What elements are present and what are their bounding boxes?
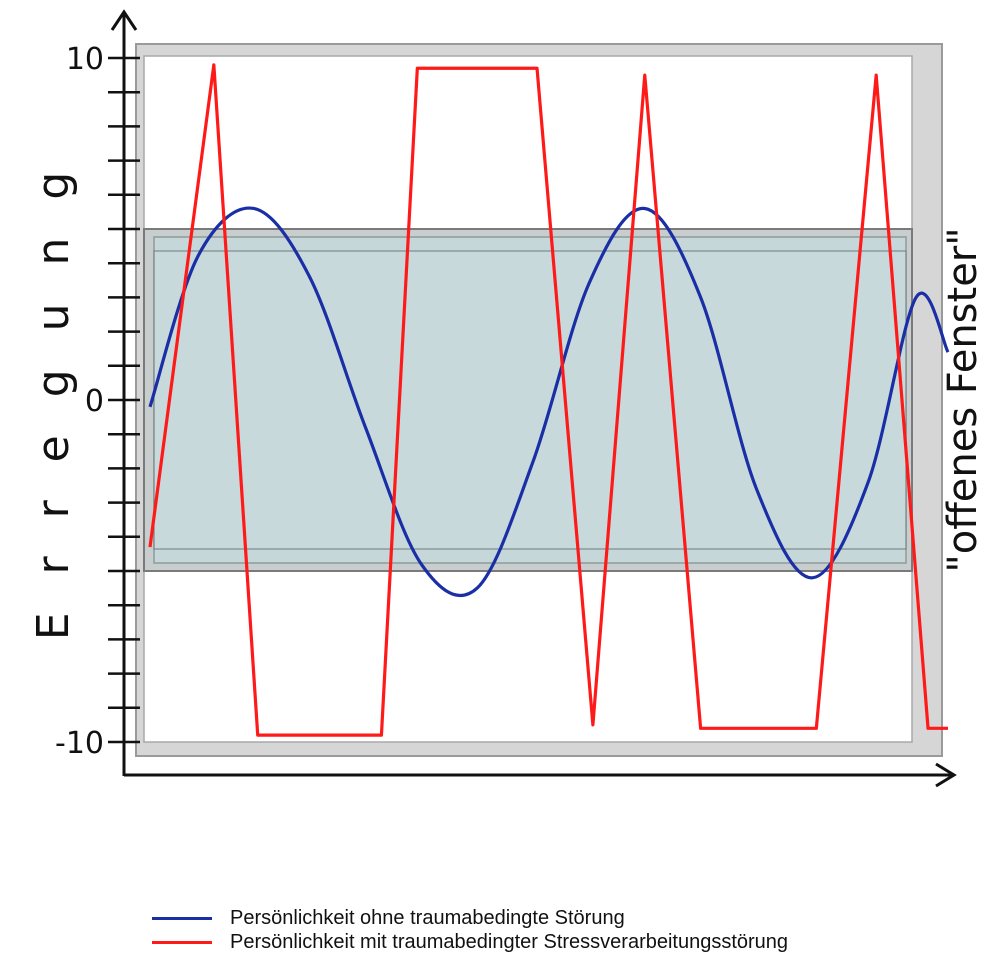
y-tick-labels: 10 0 -10 [55, 42, 104, 761]
x-axis-arrow [935, 762, 957, 788]
legend-item: Persönlichkeit ohne traumabedingte Störu… [152, 906, 788, 930]
window-glass [153, 250, 907, 550]
open-window-label: "offenes Fenster" [940, 227, 986, 572]
series-line-1 [148, 206, 950, 598]
legend-label: Persönlichkeit mit traumabedingter Stres… [230, 930, 789, 953]
legend-label: Persönlichkeit ohne traumabedingte Störu… [230, 906, 625, 929]
open-window-band [143, 228, 913, 572]
legend-swatch [152, 940, 212, 944]
series-line-2 [148, 63, 948, 737]
legend-swatch [152, 916, 212, 920]
y-tick-label: 0 [85, 384, 104, 419]
y-tick-label: 10 [66, 42, 104, 77]
legend-item: Persönlichkeit mit traumabedingter Stres… [152, 930, 788, 954]
series-layer [148, 63, 950, 737]
y-axis-label: E r r e g u n g [28, 160, 79, 641]
legend: Persönlichkeit ohne traumabedingte Störu… [152, 906, 788, 954]
y-axis-arrow [110, 9, 138, 31]
y-ticks [108, 56, 140, 744]
y-tick-label: -10 [55, 726, 104, 761]
